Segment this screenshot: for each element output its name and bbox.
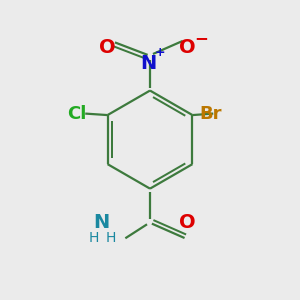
Text: N: N: [93, 213, 109, 232]
Text: +: +: [154, 46, 165, 59]
Text: N: N: [140, 54, 157, 73]
Text: H: H: [88, 231, 99, 245]
Text: Br: Br: [200, 105, 222, 123]
Text: H: H: [106, 231, 116, 245]
Text: Cl: Cl: [68, 105, 87, 123]
Text: O: O: [99, 38, 115, 57]
Text: −: −: [194, 29, 208, 47]
Text: O: O: [179, 38, 196, 57]
Text: O: O: [179, 213, 196, 232]
